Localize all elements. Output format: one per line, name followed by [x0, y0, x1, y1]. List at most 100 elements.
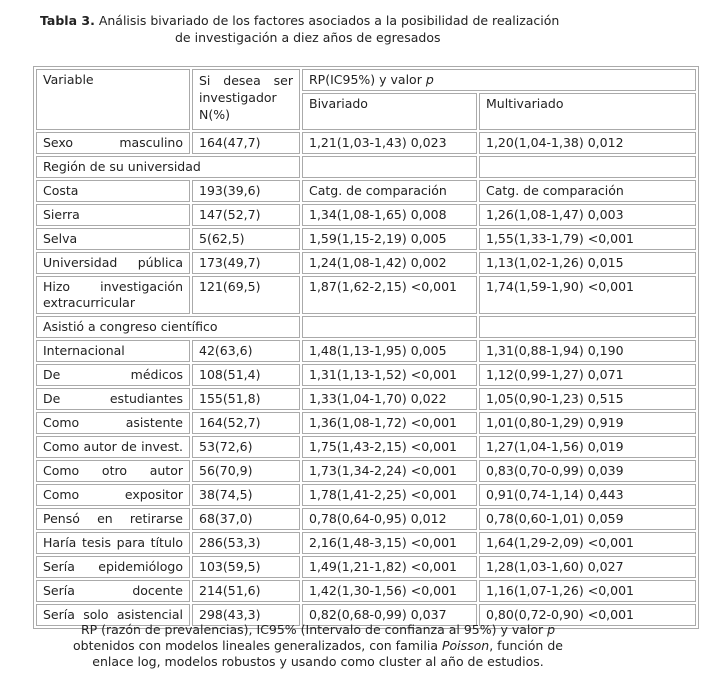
- title-text: Análisis bivariado de los factores asoci…: [98, 13, 560, 28]
- table-row: Costa 193(39,6) Catg. de comparación Catg. …: [36, 180, 696, 202]
- cell-text: 164(52,7): [199, 415, 261, 430]
- cell-text: 1,59(1,15-2,19) 0,005: [309, 231, 447, 246]
- cell-text: 286(53,3): [199, 535, 261, 550]
- table-cell: 42(63,6): [192, 340, 300, 362]
- table-row: Asistió a congreso científico: [36, 316, 696, 338]
- footnote-line: RP (razón de prevalencias), IC95% (Inter…: [30, 622, 606, 638]
- cell-text: 1,73(1,34-2,24) <0,001: [309, 463, 457, 478]
- table-row: Universidad pública 173(49,7) 1,24(1,08-1,…: [36, 252, 696, 274]
- cell-text: 298(43,3): [199, 607, 261, 622]
- cell-text: 164(47,7): [199, 135, 261, 150]
- table-cell: 1,31(1,13-1,52) <0,001: [302, 364, 477, 386]
- header-text: p: [425, 72, 434, 87]
- table-cell: 1,87(1,62-2,15) <0,001: [302, 276, 477, 314]
- table-cell: 1,27(1,04-1,56) 0,019: [479, 436, 696, 458]
- table-cell: Hizo investigación extracurricular: [36, 276, 190, 314]
- cell-text: Sería epidemiólogo: [43, 559, 183, 574]
- table-cell: 0,82(0,68-0,99) 0,037: [302, 604, 477, 626]
- table-title: de investigación a diez años de egresado…: [175, 29, 440, 46]
- cell-text: 103(59,5): [199, 559, 261, 574]
- footnote-text: p: [547, 622, 556, 637]
- cell-text: 1,13(1,02-1,26) 0,015: [486, 255, 624, 270]
- table-cell: 1,36(1,08-1,72) <0,001: [302, 412, 477, 434]
- table-cell: 286(53,3): [192, 532, 300, 554]
- table-cell: 68(37,0): [192, 508, 300, 530]
- table-cell: 0,80(0,72-0,90) <0,001: [479, 604, 696, 626]
- cell-text: 1,74(1,59-1,90) <0,001: [486, 279, 634, 294]
- table-cell: 1,21(1,03-1,43) 0,023: [302, 132, 477, 154]
- footnote-text: RP (razón de prevalencias), IC95% (Inter…: [80, 622, 548, 637]
- empty-cell: [479, 316, 696, 338]
- table-cell: 1,48(1,13-1,95) 0,005: [302, 340, 477, 362]
- table-cell: Selva: [36, 228, 190, 250]
- table-cell: 164(47,7): [192, 132, 300, 154]
- table-row: Sería docente 214(51,6) 1,42(1,30-1,56) <0…: [36, 580, 696, 602]
- cell-text: 56(70,9): [199, 463, 253, 478]
- section-cell: Región de su universidad: [36, 156, 300, 178]
- table-cell: 155(51,8): [192, 388, 300, 410]
- table-row: Sexo masculino 164(47,7) 1,21(1,03-1,43) 0…: [36, 132, 696, 154]
- table-cell: 1,33(1,04-1,70) 0,022: [302, 388, 477, 410]
- table-cell: 1,12(0,99-1,27) 0,071: [479, 364, 696, 386]
- cell-text: Universidad pública: [43, 255, 183, 270]
- cell-text: De médicos: [43, 367, 183, 382]
- cell-text: Sería docente: [43, 583, 183, 598]
- cell-text: 1,49(1,21-1,82) <0,001: [309, 559, 457, 574]
- header-row: Bivariado Multivariado: [36, 93, 696, 130]
- cell-text: 1,48(1,13-1,95) 0,005: [309, 343, 447, 358]
- cell-text: 1,31(0,88-1,94) 0,190: [486, 343, 624, 358]
- table-cell: 1,13(1,02-1,26) 0,015: [479, 252, 696, 274]
- cell-text: 214(51,6): [199, 583, 261, 598]
- table-cell: 1,75(1,43-2,15) <0,001: [302, 436, 477, 458]
- cell-text: 147(52,7): [199, 207, 261, 222]
- header-cell: Variable: [36, 69, 190, 130]
- table-cell: 1,64(1,29-2,09) <0,001: [479, 532, 696, 554]
- footnote: RP (razón de prevalencias), IC95% (Inter…: [30, 622, 606, 670]
- table-cell: 53(72,6): [192, 436, 300, 458]
- cell-text: Como expositor: [43, 487, 183, 502]
- table-cell: 164(52,7): [192, 412, 300, 434]
- cell-text: 1,34(1,08-1,65) 0,008: [309, 207, 447, 222]
- cell-text: 38(74,5): [199, 487, 253, 502]
- table-cell: 103(59,5): [192, 556, 300, 578]
- cell-text: 1,31(1,13-1,52) <0,001: [309, 367, 457, 382]
- table-cell: 1,01(0,80-1,29) 0,919: [479, 412, 696, 434]
- table-cell: 56(70,9): [192, 460, 300, 482]
- table-cell: 108(51,4): [192, 364, 300, 386]
- table-cell: 1,31(0,88-1,94) 0,190: [479, 340, 696, 362]
- table-row: De médicos 108(51,4) 1,31(1,13-1,52) <0,00…: [36, 364, 696, 386]
- cell-text: Internacional: [43, 343, 125, 358]
- cell-text: 1,05(0,90-1,23) 0,515: [486, 391, 624, 406]
- footnote-line: obtenidos con modelos lineales generaliz…: [30, 638, 606, 654]
- table-cell: 298(43,3): [192, 604, 300, 626]
- cell-text: 193(39,6): [199, 183, 261, 198]
- table-cell: 1,73(1,34-2,24) <0,001: [302, 460, 477, 482]
- table-row: Haría tesis para título 286(53,3) 2,16(1,4…: [36, 532, 696, 554]
- table-cell: 1,24(1,08-1,42) 0,002: [302, 252, 477, 274]
- cell-text: 1,24(1,08-1,42) 0,002: [309, 255, 447, 270]
- cell-text: 1,16(1,07-1,26) <0,001: [486, 583, 634, 598]
- cell-text: 0,82(0,68-0,99) 0,037: [309, 607, 447, 622]
- table-row: Pensó en retirarse 68(37,0) 0,78(0,64-0,95…: [36, 508, 696, 530]
- table-row: Internacional 42(63,6) 1,48(1,13-1,95) 0,0…: [36, 340, 696, 362]
- table-row: De estudiantes 155(51,8) 1,33(1,04-1,70) 0…: [36, 388, 696, 410]
- table-cell: 1,55(1,33-1,79) <0,001: [479, 228, 696, 250]
- header-row: Variable Si desea ser investigador N(%) RP…: [36, 69, 696, 130]
- cell-text: Como asistente: [43, 415, 183, 430]
- cell-text: Catg. de comparación: [486, 183, 624, 198]
- cell-text: 155(51,8): [199, 391, 261, 406]
- cell-text: Costa: [43, 183, 79, 198]
- cell-text: 68(37,0): [199, 511, 253, 526]
- table-cell: Como asistente: [36, 412, 190, 434]
- table-cell: Internacional: [36, 340, 190, 362]
- cell-text: 2,16(1,48-3,15) <0,001: [309, 535, 457, 550]
- table-cell: 1,16(1,07-1,26) <0,001: [479, 580, 696, 602]
- cell-text: Selva: [43, 231, 78, 246]
- table-row: Sería solo asistencial 298(43,3) 0,82(0,68…: [36, 604, 696, 626]
- table-row: Como autor de invest. 53(72,6) 1,75(1,43-2…: [36, 436, 696, 458]
- cell-text: 1,21(1,03-1,43) 0,023: [309, 135, 447, 150]
- table-cell: 38(74,5): [192, 484, 300, 506]
- footnote-text: enlace log, modelos robustos y usando co…: [92, 654, 544, 669]
- table-cell: 1,05(0,90-1,23) 0,515: [479, 388, 696, 410]
- header-text: Si desea ser investigador N(%): [199, 73, 293, 122]
